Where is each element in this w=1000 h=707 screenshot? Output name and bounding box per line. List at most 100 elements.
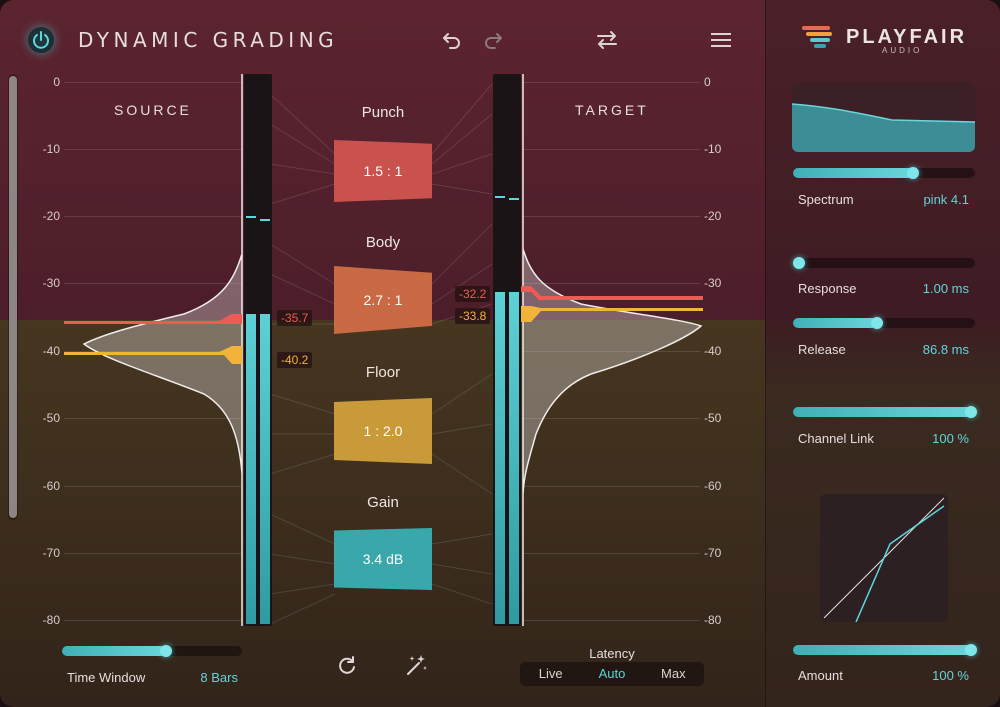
power-icon: [33, 31, 49, 49]
release-value: 86.8 ms: [922, 342, 969, 357]
right-tick-40: -40: [704, 344, 722, 358]
release-knob[interactable]: [870, 317, 883, 329]
target-meter-right-fill: [509, 292, 519, 624]
time-window-fill: [62, 646, 167, 656]
latency-option-max[interactable]: Max: [661, 666, 686, 681]
menu-icon: [711, 33, 731, 47]
target-yellow-level: -33.8: [455, 308, 491, 324]
spectrum-knob[interactable]: [907, 167, 920, 179]
body-value: 2.7 : 1: [363, 292, 403, 308]
release-slider[interactable]: [793, 317, 975, 329]
left-tick-10: -10: [42, 142, 60, 156]
target-distribution: [521, 74, 703, 626]
right-tick-20: -20: [704, 209, 722, 223]
gain-control[interactable]: 3.4 dB: [334, 528, 432, 590]
amount-label: Amount: [798, 668, 843, 683]
channel-link-label: Channel Link: [798, 431, 874, 446]
source-meter: [244, 74, 272, 626]
magic-wand-icon: [407, 655, 427, 675]
channel-link-fill: [793, 407, 975, 417]
undo-button[interactable]: [440, 28, 464, 52]
brand-logo: PLAYFAIR AUDIO: [800, 22, 964, 57]
release-fill: [793, 318, 877, 328]
channel-link-knob[interactable]: [965, 406, 977, 418]
amount-slider[interactable]: [793, 644, 977, 656]
response-label: Response: [798, 281, 857, 296]
source-meter-right-fill: [260, 314, 270, 624]
release-label: Release: [798, 342, 846, 357]
source-peak-right: [260, 219, 270, 221]
right-tick-60: -60: [704, 479, 722, 493]
body-control[interactable]: 2.7 : 1: [334, 266, 432, 334]
punch-value: 1.5 : 1: [363, 163, 403, 179]
right-tick-30: -30: [704, 276, 722, 290]
gridline: [522, 351, 700, 352]
gridline: [64, 149, 242, 150]
time-window-knob[interactable]: [160, 645, 173, 657]
channel-link-value: 100 %: [932, 431, 969, 446]
vertical-scrollbar[interactable]: [8, 74, 18, 520]
source-meter-left-fill: [246, 314, 256, 624]
left-tick-40: -40: [42, 344, 60, 358]
gridline: [522, 283, 700, 284]
menu-button[interactable]: [708, 28, 734, 52]
source-peak-left: [246, 216, 256, 218]
reset-button[interactable]: [336, 654, 358, 676]
channel-link-slider[interactable]: [793, 406, 977, 418]
target-meter-left-fill: [495, 292, 505, 624]
transfer-curve-graph: [820, 494, 948, 622]
amount-fill: [793, 645, 975, 655]
time-window-slider[interactable]: [62, 645, 242, 657]
left-tick-0: 0: [53, 75, 60, 89]
connector-lines: [270, 83, 492, 625]
spectrum-slider[interactable]: [793, 167, 975, 179]
left-tick-30: -30: [42, 276, 60, 290]
time-window-value: 8 Bars: [200, 670, 238, 685]
scroll-thumb[interactable]: [9, 76, 17, 518]
gridline: [64, 82, 242, 83]
spectrum-graph: [792, 82, 975, 152]
punch-control[interactable]: 1.5 : 1: [334, 140, 432, 202]
latency-selector: Live Auto Max: [520, 662, 704, 686]
floor-label: Floor: [365, 364, 401, 381]
response-value: 1.00 ms: [922, 281, 969, 296]
playfair-logo-icon: [802, 26, 832, 48]
gridline: [522, 418, 700, 419]
response-knob[interactable]: [793, 257, 805, 269]
magic-wand-button[interactable]: [404, 652, 430, 678]
target-red-level: -32.2: [455, 286, 491, 302]
left-tick-70: -70: [42, 546, 60, 560]
response-slider[interactable]: [793, 257, 975, 269]
redo-icon: [485, 33, 502, 49]
right-tick-80: -80: [704, 613, 722, 627]
gridline: [64, 351, 242, 352]
gridline: [64, 283, 242, 284]
latency-label: Latency: [589, 646, 635, 661]
target-label: TARGET: [575, 102, 649, 118]
swap-button[interactable]: [594, 27, 620, 53]
brand-name: PLAYFAIR: [846, 26, 968, 48]
power-button[interactable]: [28, 27, 54, 53]
floor-control[interactable]: 1 : 2.0: [334, 398, 432, 464]
source-yellow-level: -40.2: [277, 352, 313, 368]
left-tick-20: -20: [42, 209, 60, 223]
amount-value: 100 %: [932, 668, 969, 683]
redo-button[interactable]: [481, 28, 505, 52]
gridline: [64, 620, 242, 621]
gridline: [64, 486, 242, 487]
transfer-curve: [823, 497, 945, 622]
right-tick-70: -70: [704, 546, 722, 560]
latency-option-auto[interactable]: Auto: [598, 666, 626, 681]
gridline: [522, 620, 700, 621]
gridline: [64, 216, 242, 217]
amount-knob[interactable]: [965, 644, 977, 656]
spectrum-label: Spectrum: [798, 192, 854, 207]
source-label: SOURCE: [114, 102, 192, 118]
latency-option-live[interactable]: Live: [538, 666, 563, 681]
gain-value: 3.4 dB: [362, 551, 404, 567]
body-label: Body: [365, 234, 401, 251]
floor-value: 1 : 2.0: [363, 423, 403, 439]
spectrum-value: pink 4.1: [923, 192, 969, 207]
gridline: [522, 553, 700, 554]
